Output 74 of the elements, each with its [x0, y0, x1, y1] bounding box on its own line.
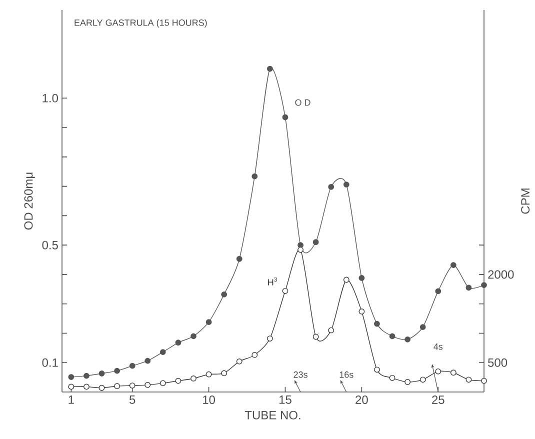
x-tick-label: 5 [129, 396, 136, 404]
point [450, 262, 456, 268]
point [206, 319, 212, 326]
point [404, 379, 411, 385]
point [190, 333, 196, 340]
point [328, 327, 334, 334]
point [206, 371, 212, 378]
point [389, 374, 396, 381]
point [266, 66, 273, 72]
x-axis-title: TUBE NO. [244, 410, 300, 420]
point [466, 284, 472, 291]
x-tick-label: 15 [279, 396, 292, 404]
point [144, 358, 151, 364]
series-label: O D [295, 99, 310, 106]
y-tick-label: 0.5 [42, 240, 58, 250]
point [129, 362, 136, 369]
point [190, 376, 196, 382]
point [68, 374, 74, 380]
y2-tick-label: 2000 [488, 270, 514, 279]
point [343, 182, 350, 188]
point [282, 114, 288, 120]
point [144, 382, 151, 388]
point [435, 288, 442, 294]
point [160, 349, 166, 355]
point [481, 378, 487, 384]
point [114, 368, 120, 374]
text: EARLY GASTRULA (15 HOURS) [74, 19, 207, 28]
annotation: 16s [340, 371, 354, 378]
series-label: H$^{3}$ [268, 277, 277, 286]
point [374, 366, 380, 373]
y-axis-title: OD 260mμ [24, 172, 35, 230]
point [236, 256, 242, 262]
point [358, 308, 365, 314]
point [343, 276, 350, 283]
point [98, 384, 105, 391]
point [221, 370, 228, 376]
point [312, 239, 319, 246]
x-tick-label: 10 [203, 396, 215, 404]
point [298, 246, 304, 253]
x-tick-label: 1 [68, 396, 74, 404]
y-tick-label: 0.1 [42, 358, 58, 367]
point [98, 370, 105, 376]
annotation: 4s [434, 344, 443, 350]
x-tick-label: 25 [432, 396, 444, 404]
point [282, 288, 288, 294]
point [160, 380, 166, 386]
point [84, 384, 90, 390]
y2-axis-title: CPM [521, 188, 530, 214]
point [175, 378, 182, 384]
point [450, 370, 456, 376]
point [420, 324, 426, 330]
point [389, 333, 396, 340]
y-tick-label: 1.0 [42, 94, 58, 102]
point [252, 173, 258, 180]
point [420, 376, 426, 383]
point [114, 383, 120, 390]
point [221, 291, 228, 298]
point [312, 334, 319, 340]
y2-tick-label: 500 [488, 358, 508, 367]
point [266, 336, 273, 342]
point [236, 358, 242, 364]
point [374, 320, 380, 327]
point [175, 340, 182, 346]
point [129, 382, 136, 388]
annotation: 23s [294, 371, 308, 378]
point [435, 368, 442, 374]
point [358, 275, 365, 281]
point [252, 352, 258, 358]
point [84, 372, 90, 379]
x-tick-label: 20 [356, 396, 368, 404]
point [328, 184, 334, 190]
point [466, 376, 472, 383]
point [404, 336, 411, 342]
point [68, 384, 74, 390]
